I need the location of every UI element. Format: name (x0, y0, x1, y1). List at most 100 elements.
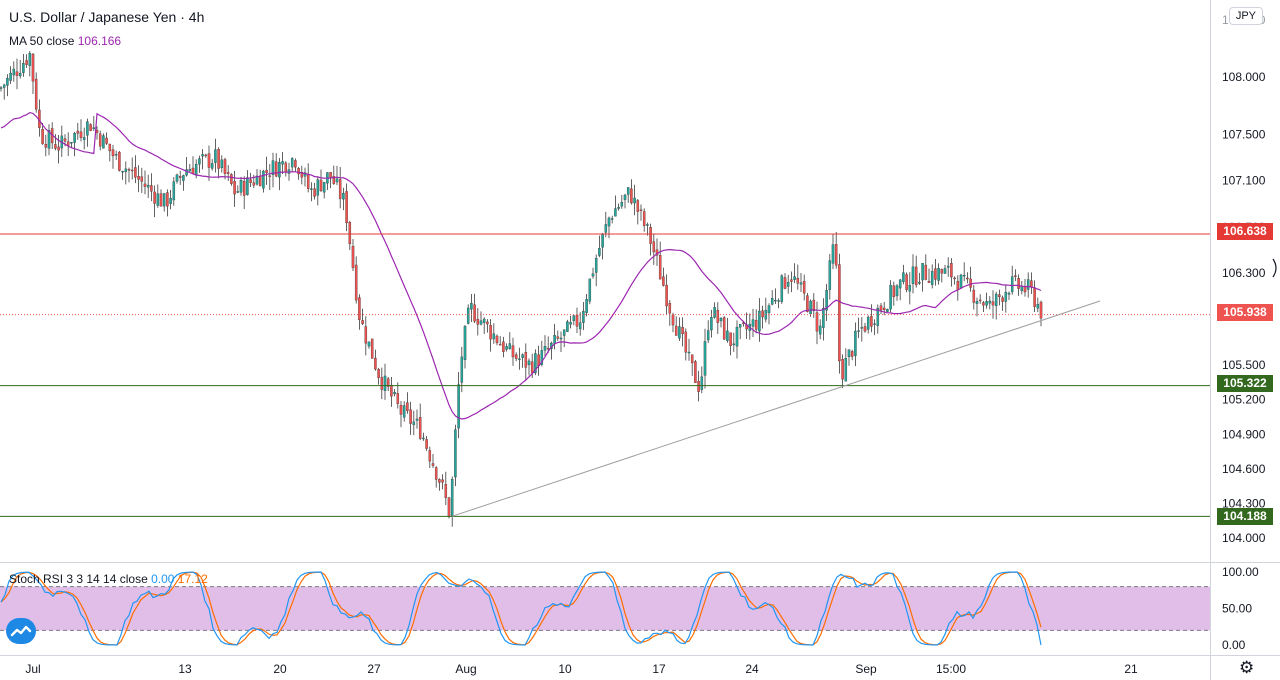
candle-body (249, 179, 252, 183)
candle-body (134, 167, 137, 178)
candle-body (975, 301, 979, 304)
candle-body (207, 153, 211, 168)
price-tick-label: 105.200 (1222, 393, 1266, 407)
candle-body (402, 405, 406, 418)
candle-body (566, 321, 569, 332)
candle-body (978, 299, 982, 302)
candle-body (825, 290, 828, 311)
candle-body (895, 285, 899, 297)
candle-body (118, 151, 121, 171)
stoch-rsi-d-value: 17.12 (177, 572, 208, 586)
candle-body (335, 178, 339, 183)
candle-body (703, 341, 707, 376)
candle-body (726, 330, 729, 341)
symbol-title: U.S. Dollar / Japanese Yen (9, 9, 177, 25)
candle-body (809, 300, 812, 315)
price-tag-low: 104.188 (1217, 508, 1273, 525)
ma-legend[interactable]: MA 50 close 106.166 (9, 34, 121, 48)
candle-body (706, 330, 710, 341)
candle-body (374, 357, 377, 370)
candle-body (527, 360, 531, 366)
candle-body (502, 341, 505, 352)
candle-body (431, 463, 435, 466)
price-tick-label: 107.100 (1222, 174, 1266, 188)
scroll-handle-icon[interactable] (1272, 258, 1280, 278)
candle-body (44, 144, 48, 148)
tradingview-logo-icon[interactable] (6, 618, 36, 644)
candle-body (681, 327, 684, 335)
candle-body (1026, 279, 1030, 290)
candle-body (937, 268, 940, 281)
candle-body (153, 191, 156, 204)
price-tag-support: 105.322 (1217, 375, 1273, 392)
candle-body (82, 137, 86, 140)
candle-body (130, 169, 134, 172)
candle-body (575, 314, 579, 327)
currency-pill[interactable]: JPY (1228, 7, 1263, 25)
candle-body (0, 87, 3, 89)
candle-body (508, 343, 512, 349)
candle-body (873, 323, 876, 325)
candle-body (47, 130, 51, 149)
candle-body (258, 175, 262, 187)
symbol-legend[interactable]: U.S. Dollar / Japanese Yen · 4h (9, 9, 204, 25)
candle-body (959, 274, 963, 289)
gear-icon[interactable]: ⚙ (1239, 658, 1255, 677)
candle-body (498, 344, 502, 346)
candle-body (226, 172, 230, 174)
candle-body (1007, 292, 1011, 295)
candle-body (146, 184, 150, 188)
candle-body (332, 175, 336, 184)
candle-body (210, 163, 214, 169)
candle-body (178, 176, 182, 178)
candle-body (70, 142, 73, 144)
candle-body (466, 307, 470, 324)
stoch-tick-label: 100.00 (1222, 565, 1259, 579)
candle-body (988, 300, 992, 304)
candle-body (991, 301, 995, 306)
candle-body (790, 279, 793, 282)
candle-body (806, 295, 809, 312)
interval-label: 4h (188, 9, 205, 25)
candle-body (361, 320, 364, 324)
candle-body (89, 124, 92, 131)
candle-body (556, 336, 560, 339)
candle-body (1001, 297, 1004, 302)
candle-body (162, 193, 166, 207)
candle-body (758, 310, 761, 332)
candle-body (908, 285, 912, 292)
time-tick-label: Sep (855, 662, 877, 676)
candle-body (76, 130, 80, 134)
candle-body (918, 281, 921, 284)
candle-body (495, 335, 499, 344)
candle-body (783, 277, 787, 289)
price-tag-last: 105.938 (1217, 304, 1273, 321)
candle-body (994, 293, 998, 307)
candle-body (434, 467, 438, 480)
legend-separator: · (180, 9, 185, 25)
candle-body (105, 137, 108, 144)
candle-body (927, 280, 931, 283)
candle-body (828, 260, 832, 290)
candle-body (217, 149, 220, 169)
time-tick-label: 15:00 (936, 662, 966, 676)
time-tick-label: Aug (455, 662, 476, 676)
candle-body (892, 285, 896, 298)
candle-body (511, 345, 515, 358)
price-tick-label: 104.900 (1222, 427, 1266, 441)
candle-body (553, 335, 556, 344)
candle-body (710, 317, 713, 331)
candle-body (415, 418, 419, 421)
price-tick-label: 104.600 (1222, 462, 1266, 476)
candle-body (271, 160, 275, 175)
candle-body (860, 327, 864, 329)
candle-body (582, 311, 585, 323)
stoch-rsi-legend[interactable]: Stoch RSI 3 3 14 14 close 0.00 17.12 (9, 572, 208, 586)
candle-body (463, 326, 467, 360)
candle-body (396, 393, 400, 404)
candle-body (338, 179, 342, 199)
price-tick-label: 104.300 (1222, 496, 1266, 510)
candle-body (521, 354, 524, 358)
candle-body (697, 381, 700, 392)
candle-body (646, 224, 649, 226)
